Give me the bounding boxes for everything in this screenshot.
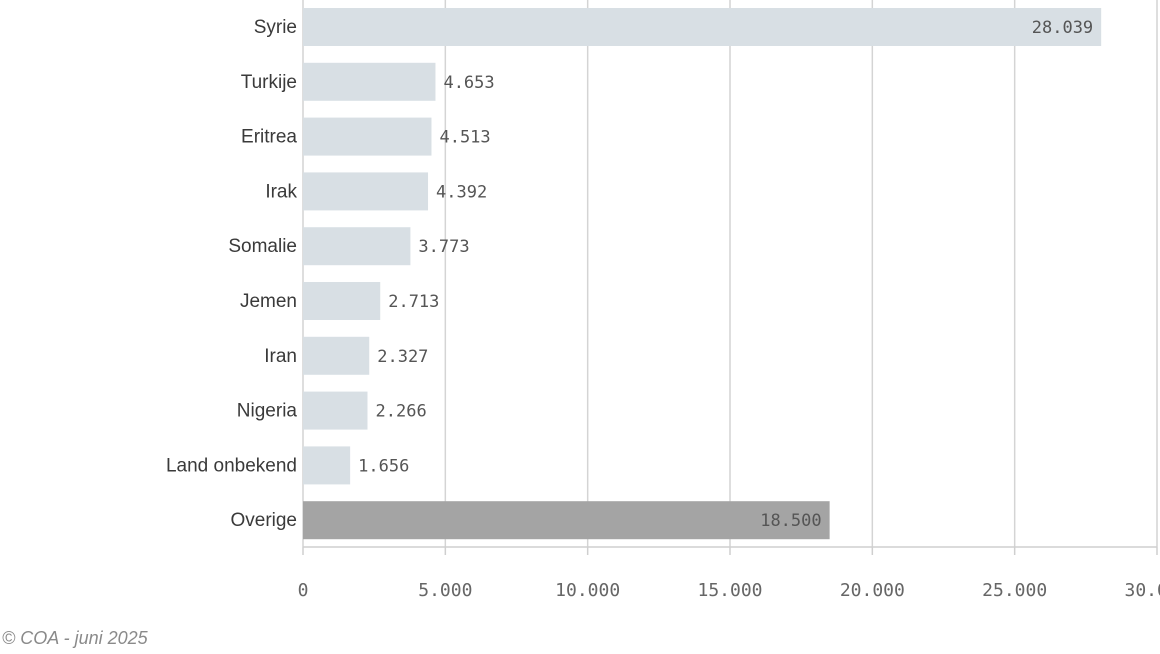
x-tick-label: 0 [298, 580, 309, 601]
x-tick-label: 20.000 [840, 580, 905, 601]
bar-land-onbekend [303, 446, 351, 485]
category-label: Nigeria [237, 401, 298, 422]
category-label: Overige [230, 510, 297, 531]
x-tick-label: 30.000 [1124, 580, 1160, 601]
value-label: 4.392 [436, 182, 487, 202]
category-label: Eritrea [241, 127, 297, 148]
bar-iran [303, 336, 370, 375]
bar-eritrea [303, 117, 432, 156]
credit-text: © COA - juni 2025 [2, 628, 148, 648]
category-label: Turkije [241, 72, 297, 93]
bar-turkije [303, 62, 436, 101]
category-label: Somalie [228, 236, 297, 257]
bar-syrie [303, 8, 1102, 46]
value-label: 1.656 [358, 456, 409, 476]
x-tick-label: 10.000 [555, 580, 620, 601]
category-label: Jemen [240, 291, 297, 312]
bars [303, 8, 1102, 540]
bar-nigeria [303, 391, 368, 430]
bar-jemen [303, 282, 381, 320]
value-label: 2.713 [388, 292, 439, 312]
category-label: Irak [265, 181, 297, 202]
value-label: 4.513 [439, 128, 490, 148]
category-label: Syrie [254, 17, 297, 38]
bar-irak [303, 172, 429, 211]
value-label: 4.653 [443, 73, 494, 93]
category-label: Iran [264, 346, 297, 367]
value-label: 3.773 [418, 237, 469, 257]
labels: Syrie 28.039 Turkije 4.653 Eritrea 4.513 Irak 4… [166, 17, 1093, 531]
value-label: 2.266 [376, 402, 427, 422]
x-tick-label: 5.000 [418, 580, 472, 601]
x-axis: 0 5.000 10.000 15.000 20.000 25.000 30.000 [298, 546, 1160, 601]
x-tick-label: 15.000 [697, 580, 762, 601]
value-label: 2.327 [377, 347, 428, 367]
bar-overige [303, 501, 830, 540]
value-label: 28.039 [1032, 18, 1093, 38]
x-tick-label: 25.000 [982, 580, 1047, 601]
value-label: 18.500 [760, 511, 821, 531]
grid-lines [302, 0, 1158, 547]
category-label: Land onbekend [166, 455, 297, 476]
bar-somalie [303, 227, 411, 266]
